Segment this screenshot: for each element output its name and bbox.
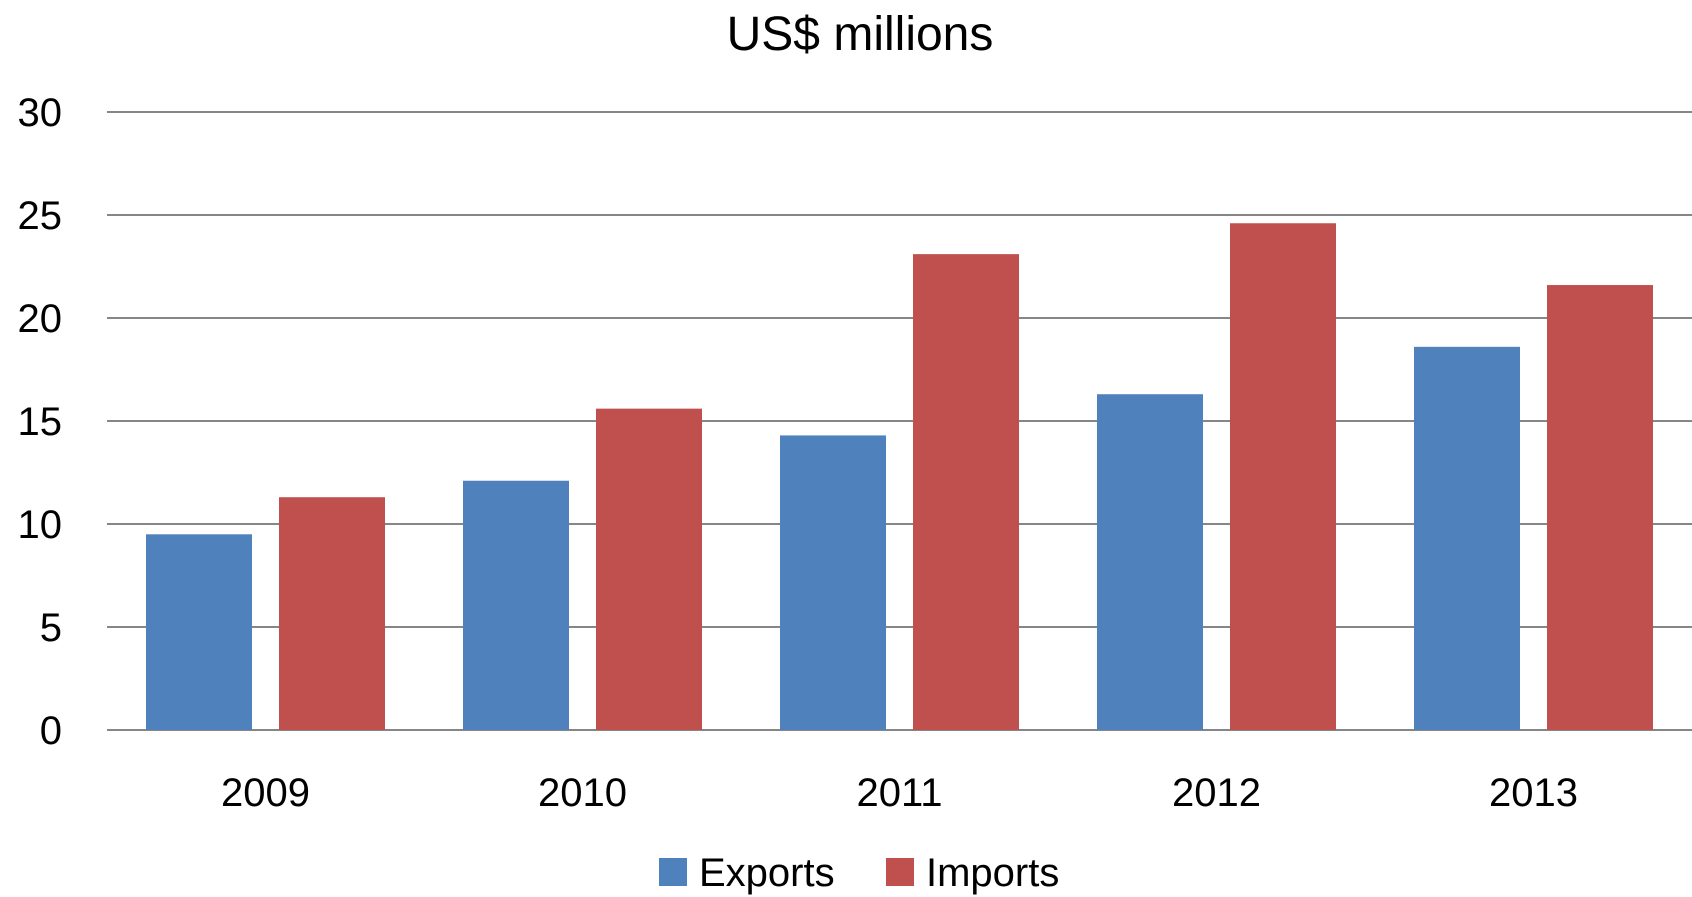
bar-imports-2013 — [1547, 285, 1653, 730]
bar-imports-2012 — [1230, 223, 1336, 731]
y-tick-label: 5 — [40, 606, 62, 650]
legend-swatch-exports — [659, 858, 687, 886]
bar-exports-2012 — [1097, 394, 1203, 730]
chart-title: US$ millions — [727, 8, 994, 61]
bar-imports-2011 — [913, 254, 1019, 730]
legend-label-imports: Imports — [926, 851, 1059, 895]
y-tick-label: 15 — [18, 400, 63, 444]
legend-label-exports: Exports — [699, 851, 835, 895]
x-tick-label: 2011 — [856, 771, 942, 815]
x-tick-label: 2013 — [1489, 771, 1578, 815]
bar-exports-2010 — [463, 480, 569, 730]
bar-imports-2010 — [596, 408, 702, 730]
y-tick-label: 0 — [40, 709, 62, 753]
x-tick-label: 2009 — [221, 771, 310, 815]
y-tick-label: 10 — [18, 503, 63, 547]
x-tick-label: 2012 — [1172, 771, 1261, 815]
y-tick-label: 25 — [18, 194, 63, 238]
legend: Exports Imports — [659, 851, 1059, 895]
bar-exports-2009 — [146, 534, 252, 730]
y-tick-label: 20 — [18, 297, 63, 341]
bar-exports-2011 — [780, 435, 886, 730]
y-axis: 0 5 10 15 20 25 30 — [18, 91, 63, 753]
bars — [146, 223, 1653, 731]
bar-exports-2013 — [1414, 346, 1520, 730]
bar-imports-2009 — [279, 497, 385, 730]
legend-swatch-imports — [886, 858, 914, 886]
x-axis: 2009 2010 2011 2012 2013 — [221, 771, 1578, 815]
y-tick-label: 30 — [18, 91, 63, 135]
x-tick-label: 2010 — [538, 771, 627, 815]
